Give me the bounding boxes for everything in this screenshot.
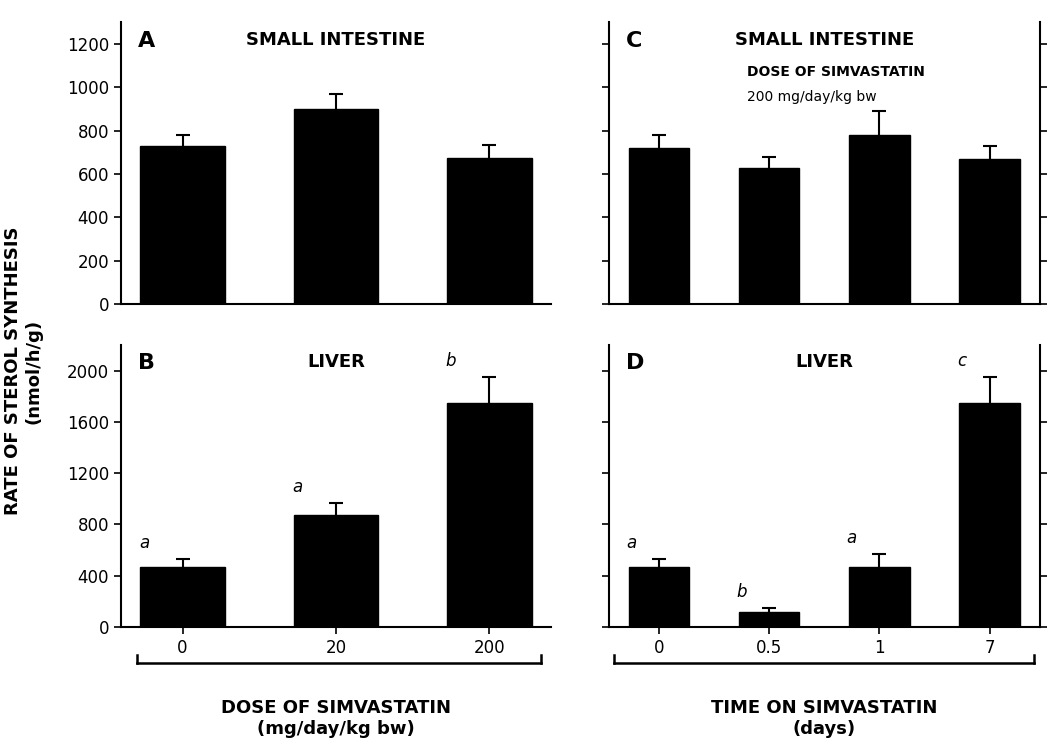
Bar [447, 158, 531, 304]
Text: LIVER: LIVER [795, 353, 854, 372]
Text: D: D [626, 353, 645, 373]
Bar [960, 403, 1020, 627]
Text: c: c [958, 352, 967, 370]
Bar [294, 516, 378, 627]
Bar [960, 159, 1020, 304]
Text: C: C [626, 30, 643, 50]
Text: A: A [138, 30, 155, 50]
Text: a: a [139, 534, 149, 552]
Bar [447, 403, 531, 627]
Text: a: a [846, 529, 857, 547]
Bar [141, 567, 225, 627]
Bar [739, 168, 799, 304]
Text: a: a [293, 478, 302, 496]
Text: 200 mg/day/kg bw: 200 mg/day/kg bw [747, 90, 877, 104]
Text: B: B [138, 353, 155, 373]
Text: SMALL INTESTINE: SMALL INTESTINE [247, 30, 425, 49]
Text: b: b [446, 352, 457, 370]
Text: a: a [626, 534, 636, 552]
Bar [629, 148, 689, 304]
Bar [849, 135, 909, 304]
Bar [629, 567, 689, 627]
Text: b: b [736, 582, 747, 601]
Text: LIVER: LIVER [307, 353, 365, 372]
Bar [739, 611, 799, 627]
Bar [849, 567, 909, 627]
Text: SMALL INTESTINE: SMALL INTESTINE [735, 30, 914, 49]
Text: RATE OF STEROL SYNTHESIS
(nmol/h/g): RATE OF STEROL SYNTHESIS (nmol/h/g) [4, 227, 42, 515]
Text: TIME ON SIMVASTATIN
(days): TIME ON SIMVASTATIN (days) [711, 700, 938, 738]
Text: DOSE OF SIMVASTATIN: DOSE OF SIMVASTATIN [747, 65, 925, 79]
Text: DOSE OF SIMVASTATIN
(mg/day/kg bw): DOSE OF SIMVASTATIN (mg/day/kg bw) [220, 700, 452, 738]
Bar [294, 109, 378, 304]
Bar [141, 146, 225, 304]
